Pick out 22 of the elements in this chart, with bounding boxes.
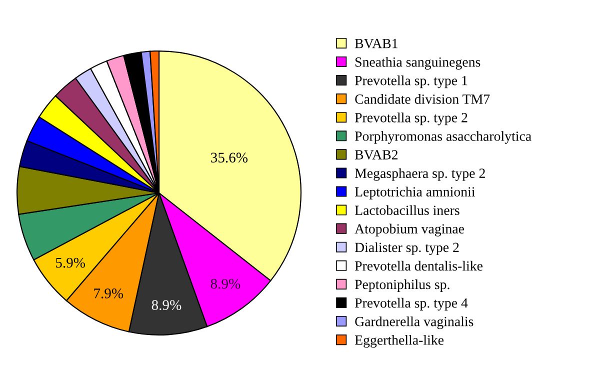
data-label: 7.9% [94,288,124,298]
data-label: 5.9% [56,258,86,268]
legend-label: Megasphaera sp. type 2 [354,168,485,181]
legend-label: Peptoniphilus sp. [354,279,450,292]
data-label: 35.6% [211,152,248,163]
data-label: 8.9% [152,300,182,310]
legend-label: Porphyromonas asaccharolytica [354,131,532,144]
legend-label: Dialister sp. type 2 [354,242,459,255]
legend-label: Gardnerella vaginalis [355,316,474,330]
legend-label: Atopobium vaginae [354,224,464,236]
legend-label: Eggerthella-like [354,335,444,348]
legend-label: Candidate division TM7 [355,94,490,104]
data-label: 8.9% [210,278,240,289]
legend-label: Prevotella sp. type 1 [354,76,468,88]
legend-label: Leptotrichia amnionii [354,186,476,200]
legend-label: Sneathia sanguinegens [355,56,480,70]
legend-label: BVAB1 [354,38,398,48]
legend-label: Prevotella sp. type 4 [354,298,468,311]
legend-label: Prevotella sp. type 2 [354,112,468,126]
legend-label: BVAB2 [354,150,398,160]
legend-label: Lactobacillus iners [354,205,460,216]
legend-label: Prevotella dentalis-like [354,260,483,271]
